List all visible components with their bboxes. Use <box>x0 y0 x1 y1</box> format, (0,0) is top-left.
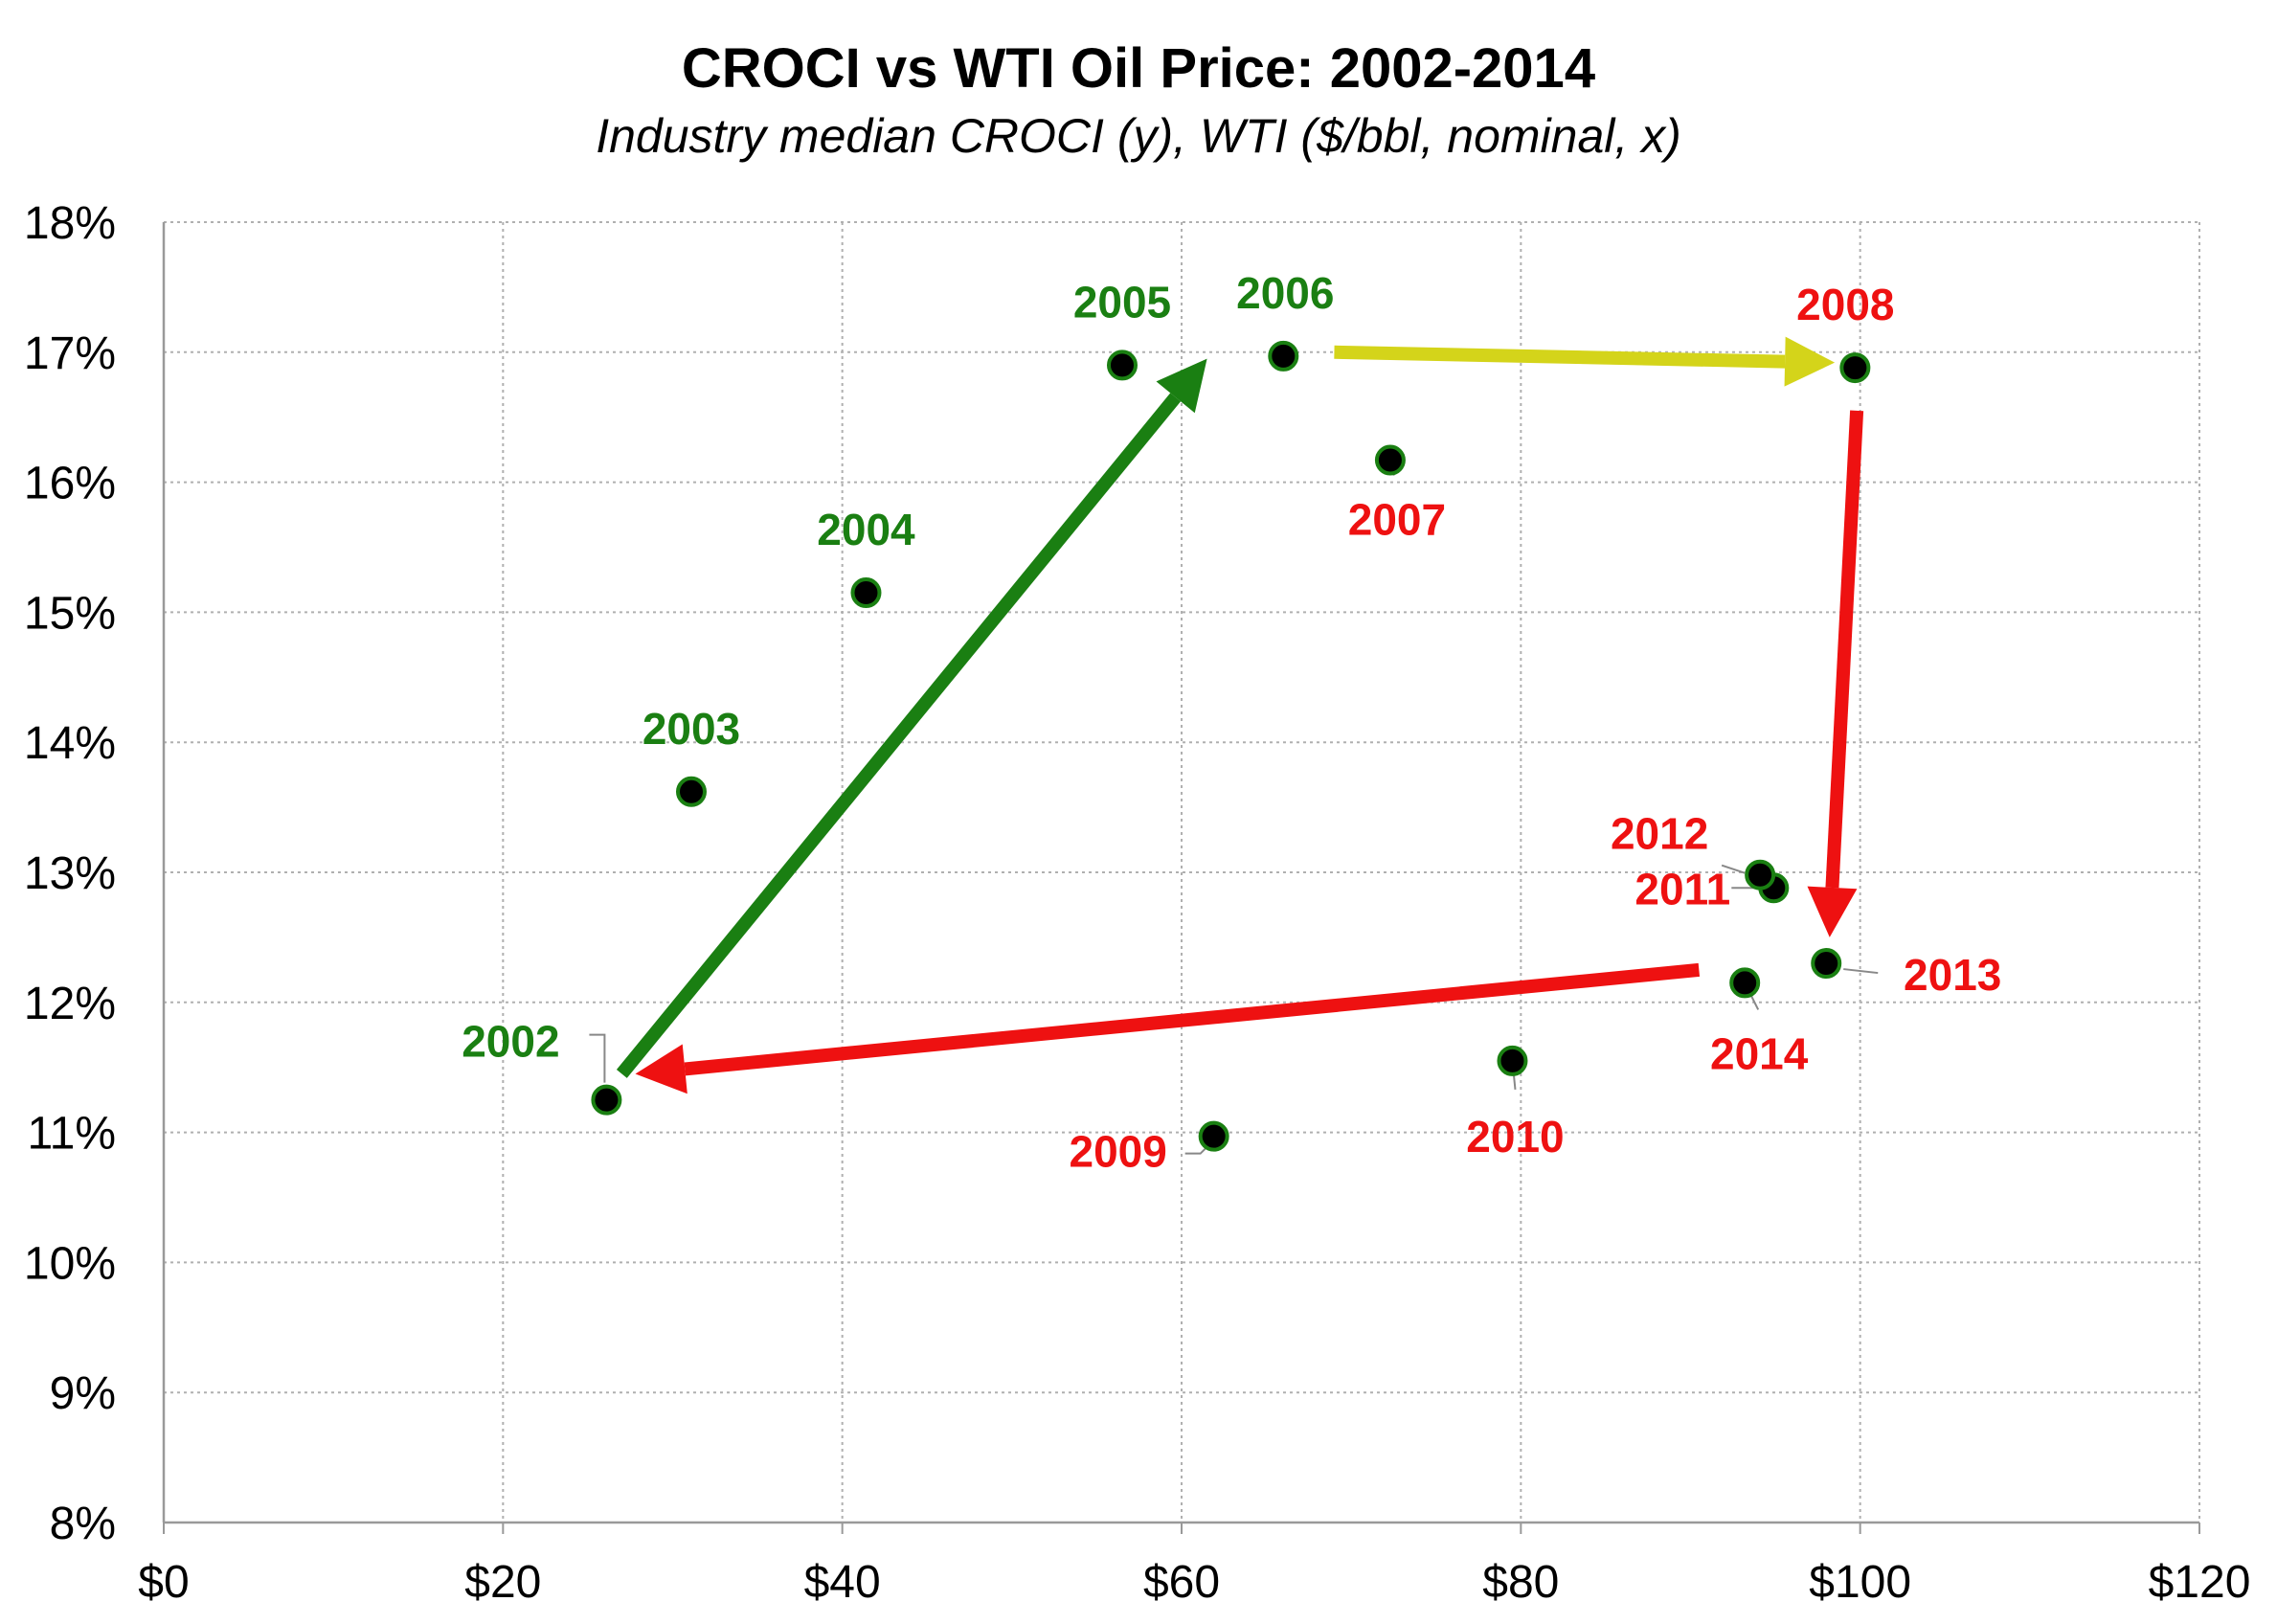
point-label-2009: 2009 <box>1069 1127 1166 1177</box>
y-tick-label: 16% <box>24 459 116 509</box>
leader-line <box>1843 968 1879 975</box>
axes: $0 $20 $40 $60 $80 $100 $120 8% 9% 10% 11% 12% 13% 14… <box>24 198 2250 1608</box>
point-label-2012: 2012 <box>1611 809 1708 859</box>
data-point-2013 <box>1811 948 1842 980</box>
x-tick-label: $120 <box>2149 1557 2251 1608</box>
leader-line <box>1721 864 1746 874</box>
trend-arrows <box>616 336 1864 1094</box>
y-tick-label: 10% <box>24 1238 116 1289</box>
y-tick-label: 8% <box>50 1499 116 1549</box>
data-point-2014 <box>1729 967 1761 999</box>
y-tick-label: 18% <box>24 198 116 249</box>
x-tick-label: $100 <box>1809 1557 1911 1608</box>
x-tick-label: $0 <box>138 1557 189 1608</box>
point-label-2013: 2013 <box>1904 950 2001 1000</box>
arrow-shaft <box>1334 345 1786 369</box>
data-point-2012 <box>1745 859 1776 891</box>
x-tick-label: $60 <box>1143 1557 1220 1608</box>
data-point-2006 <box>1268 340 1299 372</box>
y-tick-label: 9% <box>50 1368 116 1419</box>
x-tick-label: $40 <box>804 1557 881 1608</box>
data-point-2004 <box>850 577 882 609</box>
point-label-2010: 2010 <box>1466 1112 1564 1162</box>
leader-lines <box>589 460 1879 1155</box>
point-label-2011: 2011 <box>1634 864 1730 914</box>
y-tick-label: 11% <box>27 1109 116 1160</box>
point-label-2004: 2004 <box>817 505 915 554</box>
chart-subtitle: Industry median CROCI (y), WTI ($/bbl, n… <box>596 109 1681 163</box>
point-label-2014: 2014 <box>1710 1028 1809 1078</box>
point-label-2003: 2003 <box>643 704 740 754</box>
y-tick-label: 17% <box>24 328 116 379</box>
y-tick-label: 13% <box>24 848 116 899</box>
data-point-2008 <box>1839 352 1871 384</box>
data-point-2009 <box>1198 1120 1229 1152</box>
arrow-head <box>1156 358 1207 414</box>
arrow-head <box>1784 336 1836 387</box>
arrow-shaft <box>616 393 1182 1078</box>
chart-title: CROCI vs WTI Oil Price: 2002-2014 <box>681 37 1596 100</box>
y-tick-label: 14% <box>24 718 116 769</box>
point-label-2007: 2007 <box>1348 495 1446 545</box>
data-point-2007 <box>1374 444 1406 476</box>
point-label-2006: 2006 <box>1236 268 1334 318</box>
arrow-head <box>635 1044 688 1094</box>
y-tick-label: 12% <box>24 979 116 1029</box>
data-point-2005 <box>1106 350 1138 381</box>
arrow-shaft <box>1825 410 1864 889</box>
data-points <box>591 340 1871 1152</box>
data-point-2002 <box>591 1084 622 1116</box>
x-tick-label: $20 <box>464 1557 541 1608</box>
point-label-2005: 2005 <box>1073 277 1171 327</box>
point-label-2002: 2002 <box>462 1017 559 1067</box>
data-point-2003 <box>675 776 707 807</box>
grid <box>164 221 2200 1522</box>
point-labels: 2002 2003 2004 2005 2006 2007 2008 2009 2010 2011… <box>462 268 2001 1177</box>
arrow-head <box>1807 886 1858 937</box>
data-point-2010 <box>1497 1045 1528 1076</box>
arrow-shaft <box>684 962 1701 1076</box>
y-tick-label: 15% <box>24 588 116 639</box>
leader-line <box>589 1033 606 1083</box>
point-label-2008: 2008 <box>1796 280 1894 329</box>
x-tick-label: $80 <box>1482 1557 1559 1608</box>
